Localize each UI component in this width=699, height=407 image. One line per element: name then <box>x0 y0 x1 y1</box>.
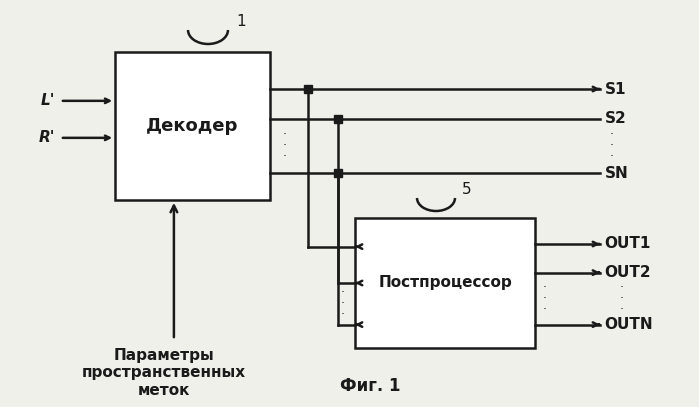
Text: S1: S1 <box>605 81 626 96</box>
Text: S2: S2 <box>605 111 627 126</box>
Text: 5: 5 <box>462 182 472 197</box>
Text: Декодер: Декодер <box>146 117 238 135</box>
Text: Фиг. 1: Фиг. 1 <box>340 377 401 395</box>
Text: Параметры
пространственных
меток: Параметры пространственных меток <box>82 348 246 398</box>
Bar <box>115 52 270 200</box>
Text: OUTN: OUTN <box>604 317 653 332</box>
Text: ·
·
·: · · · <box>543 281 547 316</box>
Text: OUT1: OUT1 <box>604 236 650 252</box>
Text: L': L' <box>41 93 55 108</box>
Text: ·
·
·: · · · <box>610 129 614 164</box>
Bar <box>355 218 535 348</box>
Text: ·
·
·: · · · <box>620 281 624 316</box>
Text: ·
·
·: · · · <box>283 129 287 164</box>
Text: Постпроцессор: Постпроцессор <box>378 276 512 291</box>
Text: 1: 1 <box>236 15 245 29</box>
Text: ·
·
·: · · · <box>341 286 345 321</box>
Text: R': R' <box>38 130 55 145</box>
Text: OUT2: OUT2 <box>604 265 651 280</box>
Text: SN: SN <box>605 166 628 181</box>
